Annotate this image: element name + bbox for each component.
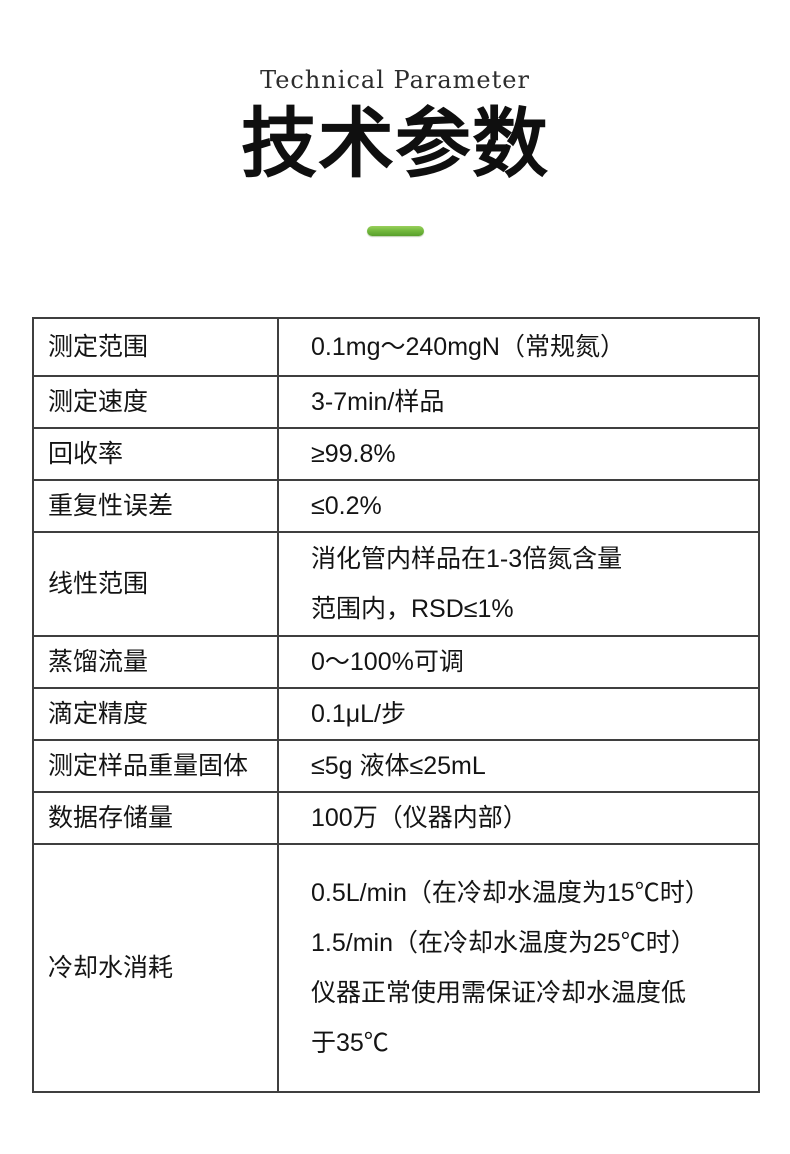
row-value: 消化管内样品在1-3倍氮含量 范围内，RSD≤1% [277, 531, 760, 637]
row-value: 0.1μL/步 [277, 687, 760, 741]
row-label: 数据存储量 [32, 791, 279, 845]
table-row-distillation-flow: 蒸馏流量 0～100%可调 [32, 635, 760, 689]
row-label: 测定样品重量固体 [32, 739, 279, 793]
row-label: 线性范围 [32, 531, 279, 637]
table-row-repeatability-error: 重复性误差 ≤0.2% [32, 479, 760, 533]
table-row-measuring-range: 测定范围 0.1mg～240mgN（常规氮） [32, 317, 760, 377]
table-row-cooling-water-consumption: 冷却水消耗 0.5L/min（在冷却水温度为15℃时） 1.5/min（在冷却水… [32, 843, 760, 1093]
row-value: 0～100%可调 [277, 635, 760, 689]
row-label: 测定速度 [32, 375, 279, 429]
spec-table: 测定范围 0.1mg～240mgN（常规氮） 测定速度 3-7min/样品 回收… [32, 317, 760, 1093]
title-accent-dash [366, 226, 424, 236]
row-label: 冷却水消耗 [32, 843, 279, 1093]
row-label: 回收率 [32, 427, 279, 481]
row-value: 0.5L/min（在冷却水温度为15℃时） 1.5/min（在冷却水温度为25℃… [277, 843, 760, 1093]
row-label: 蒸馏流量 [32, 635, 279, 689]
table-row-measuring-speed: 测定速度 3-7min/样品 [32, 375, 760, 429]
row-value: ≥99.8% [277, 427, 760, 481]
row-label: 重复性误差 [32, 479, 279, 533]
table-row-sample-weight: 测定样品重量固体 ≤5g 液体≤25mL [32, 739, 760, 793]
table-row-data-storage: 数据存储量 100万（仪器内部） [32, 791, 760, 845]
row-value: ≤5g 液体≤25mL [277, 739, 760, 793]
table-row-linear-range: 线性范围 消化管内样品在1-3倍氮含量 范围内，RSD≤1% [32, 531, 760, 637]
row-value: 100万（仪器内部） [277, 791, 760, 845]
row-value: ≤0.2% [277, 479, 760, 533]
table-row-recovery-rate: 回收率 ≥99.8% [32, 427, 760, 481]
row-value: 3-7min/样品 [277, 375, 760, 429]
subtitle-english: Technical Parameter [260, 66, 530, 94]
row-label: 测定范围 [32, 317, 279, 377]
row-value: 0.1mg～240mgN（常规氮） [277, 317, 760, 377]
row-label: 滴定精度 [32, 687, 279, 741]
table-row-titration-precision: 滴定精度 0.1μL/步 [32, 687, 760, 741]
page-title: 技术参数 [241, 99, 549, 188]
